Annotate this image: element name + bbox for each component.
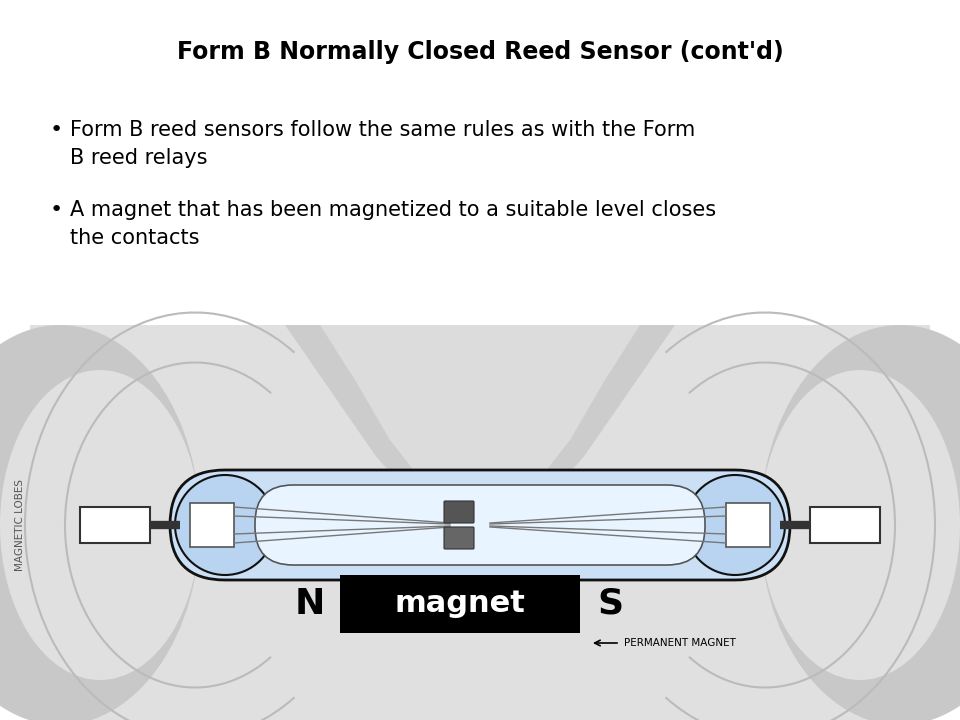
Text: N: N	[295, 587, 325, 621]
Text: the contacts: the contacts	[70, 228, 200, 248]
FancyBboxPatch shape	[726, 503, 770, 547]
Bar	[340, 575, 580, 633]
Text: magnet: magnet	[395, 590, 525, 618]
Text: A magnet that has been magnetized to a suitable level closes: A magnet that has been magnetized to a s…	[70, 200, 716, 220]
Text: •: •	[50, 200, 63, 220]
Ellipse shape	[0, 370, 200, 680]
Ellipse shape	[760, 370, 960, 680]
Ellipse shape	[0, 325, 200, 720]
FancyBboxPatch shape	[444, 501, 474, 523]
FancyBboxPatch shape	[170, 470, 790, 580]
Bar	[30, 325, 930, 720]
Text: Form B Normally Closed Reed Sensor (cont'd): Form B Normally Closed Reed Sensor (cont…	[177, 40, 783, 64]
Polygon shape	[285, 325, 675, 512]
FancyBboxPatch shape	[810, 507, 880, 543]
Text: MAGNETIC LOBES: MAGNETIC LOBES	[15, 479, 25, 571]
Ellipse shape	[685, 475, 785, 575]
Polygon shape	[320, 325, 640, 492]
Text: •: •	[50, 120, 63, 140]
Text: PERMANENT MAGNET: PERMANENT MAGNET	[624, 638, 736, 648]
FancyBboxPatch shape	[444, 527, 474, 549]
Text: B reed relays: B reed relays	[70, 148, 207, 168]
FancyBboxPatch shape	[255, 485, 705, 565]
Text: Form B reed sensors follow the same rules as with the Form: Form B reed sensors follow the same rule…	[70, 120, 695, 140]
Ellipse shape	[760, 325, 960, 720]
FancyBboxPatch shape	[80, 507, 150, 543]
Text: S: S	[597, 587, 623, 621]
Ellipse shape	[175, 475, 275, 575]
FancyBboxPatch shape	[190, 503, 234, 547]
